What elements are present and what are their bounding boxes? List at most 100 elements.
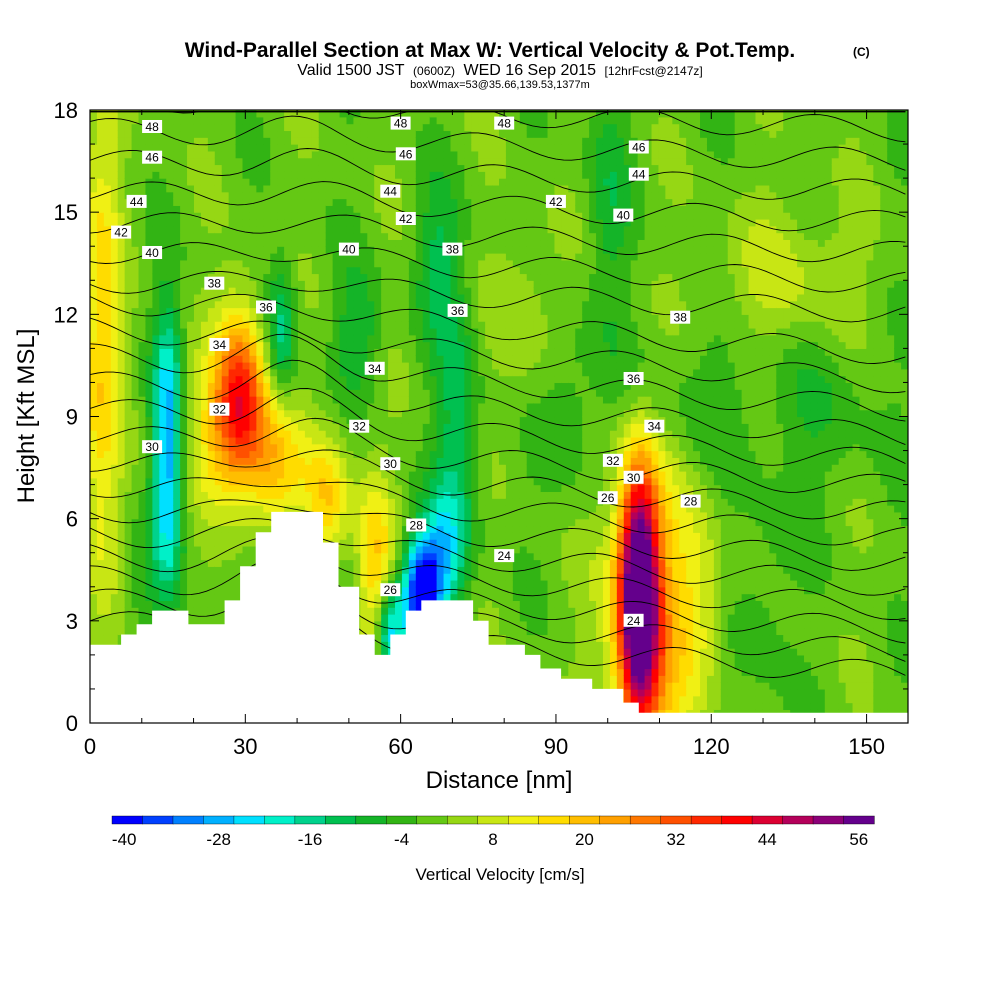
theta-label-text: 26 <box>601 491 615 505</box>
x-tick-label: 60 <box>388 734 412 759</box>
theta-contour-28 <box>90 518 906 596</box>
y-tick-label: 3 <box>66 609 78 634</box>
chart-title: Wind-Parallel Section at Max W: Vertical… <box>185 39 796 62</box>
colorbar-swatch <box>477 815 509 825</box>
colorbar-swatch <box>264 815 296 825</box>
theta-label-text: 26 <box>384 583 398 597</box>
colorbar-tick-label: 32 <box>666 830 685 849</box>
theta-label-text: 34 <box>368 362 382 376</box>
colorbar-swatch <box>416 815 448 825</box>
colorbar-swatch <box>538 815 570 825</box>
theta-label: 40 <box>142 246 163 260</box>
theta-label: 38 <box>442 242 463 257</box>
colorbar-swatch <box>843 815 875 825</box>
colorbar-swatch <box>111 815 144 825</box>
theta-label: 40 <box>338 242 359 257</box>
colorbar-title: Vertical Velocity [cm/s] <box>415 865 584 884</box>
theta-label-text: 32 <box>606 454 620 468</box>
potential-temperature-contours <box>90 111 906 678</box>
x-tick-label: 90 <box>544 734 568 759</box>
theta-contour-39 <box>90 242 906 293</box>
theta-label-text: 36 <box>259 301 273 315</box>
forecast-info: [12hrFcst@2147z] <box>605 64 703 78</box>
colorbar-swatch <box>447 815 479 825</box>
theta-label-text: 30 <box>145 440 159 454</box>
theta-label: 46 <box>395 147 416 161</box>
theta-label: 26 <box>380 583 401 597</box>
theta-contour-34 <box>90 359 906 446</box>
theta-label-text: 32 <box>353 420 367 434</box>
colorbar-swatch <box>569 815 601 825</box>
theta-label-text: 46 <box>632 141 646 155</box>
theta-label: 48 <box>494 116 515 131</box>
colorbar-swatch <box>599 815 631 825</box>
theta-label-text: 34 <box>648 420 662 434</box>
y-axis-title: Height [Kft MSL] <box>13 329 40 504</box>
theta-contour-36 <box>90 317 906 394</box>
theta-label: 32 <box>349 419 370 434</box>
colorbar-swatch <box>294 815 326 825</box>
colorbar-swatch <box>142 815 174 825</box>
colorbar-swatch <box>629 815 662 825</box>
valid-time: Valid 1500 JST <box>297 62 405 79</box>
theta-label: 34 <box>364 361 385 376</box>
theta-label-text: 42 <box>399 212 413 226</box>
theta-label-text: 36 <box>451 304 465 318</box>
theta-label: 42 <box>111 225 132 240</box>
x-axis-title: Distance [nm] <box>426 767 573 794</box>
theta-label-text: 48 <box>498 117 512 131</box>
theta-label: 32 <box>209 402 230 417</box>
theta-label-text: 28 <box>410 519 424 533</box>
theta-label-text: 48 <box>145 120 159 134</box>
theta-label-text: 36 <box>627 372 641 386</box>
colorbar: -40 -28 -16 -4 8 20 32 44 56 <box>111 815 875 849</box>
theta-label-text: 42 <box>549 195 563 209</box>
colorbar-swatch <box>782 815 814 825</box>
theta-label-text: 30 <box>627 471 641 485</box>
theta-contour-27 <box>90 536 906 620</box>
theta-label: 44 <box>380 184 401 199</box>
theta-label-text: 38 <box>446 243 460 257</box>
theta-label: 36 <box>447 303 468 318</box>
theta-label: 24 <box>623 613 644 628</box>
colorbar-tick-label: -28 <box>206 830 231 849</box>
theta-label-text: 30 <box>384 457 398 471</box>
chart-subtitle: Valid 1500 JST (0600Z) WED 16 Sep 2015 [… <box>297 62 702 79</box>
theta-label: 48 <box>142 120 163 134</box>
theta-label-text: 44 <box>130 195 144 209</box>
terrain-shape <box>90 511 908 723</box>
colorbar-tick-label: -16 <box>298 830 323 849</box>
valid-date: WED 16 Sep 2015 <box>464 62 597 79</box>
theta-label-text: 48 <box>394 117 408 131</box>
colorbar-tick-label: 44 <box>758 830 777 849</box>
terrain-mask <box>90 511 908 723</box>
theta-label-text: 24 <box>627 614 641 628</box>
x-tick-label: 30 <box>233 734 257 759</box>
theta-contour-38 <box>90 270 906 323</box>
theta-label-text: 42 <box>114 226 128 240</box>
theta-label-text: 44 <box>384 185 398 199</box>
colorbar-swatch <box>812 815 845 825</box>
theta-label: 28 <box>680 494 701 509</box>
theta-label-text: 24 <box>498 549 512 563</box>
y-tick-label: 9 <box>66 405 78 430</box>
theta-contour-35 <box>90 333 906 422</box>
colorbar-tick-label: -40 <box>112 830 137 849</box>
colorbar-swatch <box>355 815 387 825</box>
colorbar-swatch <box>660 815 692 825</box>
y-tick-label: 0 <box>66 711 78 736</box>
theta-label-text: 46 <box>399 147 413 161</box>
theta-label-text: 34 <box>213 338 227 352</box>
theta-contour-26 <box>90 555 906 644</box>
theta-label: 30 <box>142 440 163 454</box>
colorbar-swatch <box>172 815 205 825</box>
theta-contour-37 <box>90 293 906 364</box>
theta-label-text: 46 <box>145 151 159 165</box>
theta-label-text: 38 <box>208 277 222 291</box>
y-tick-label: 12 <box>54 302 78 327</box>
theta-contour-31 <box>90 449 906 520</box>
colorbar-swatch <box>508 815 540 825</box>
colorbar-swatch <box>690 815 723 825</box>
